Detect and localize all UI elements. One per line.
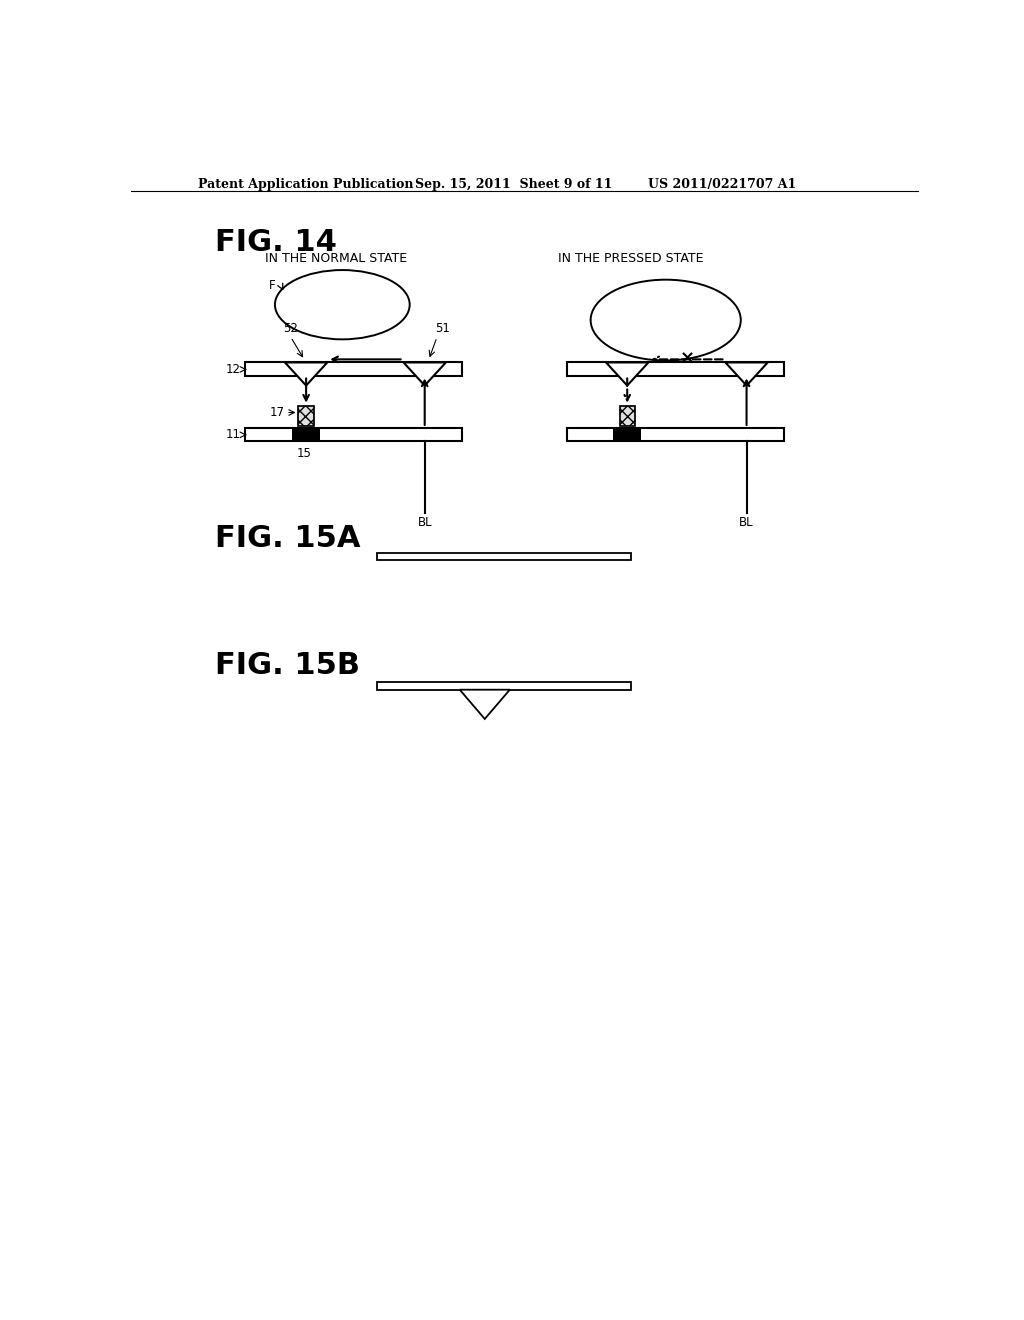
Bar (292, 428, 319, 441)
Text: F: F (268, 279, 275, 292)
Text: FIG. 14: FIG. 14 (215, 227, 337, 256)
Text: Patent Application Publication: Patent Application Publication (199, 178, 414, 190)
Text: IN THE PRESSED STATE: IN THE PRESSED STATE (558, 252, 703, 265)
Bar (567, 363, 783, 376)
Text: 15: 15 (296, 447, 311, 461)
Bar (245, 363, 462, 376)
Text: BL: BL (418, 516, 432, 529)
Bar (567, 428, 783, 441)
Bar (298, 407, 313, 426)
Polygon shape (403, 363, 445, 385)
Text: 12: 12 (225, 363, 241, 376)
Bar (377, 553, 631, 561)
Text: Sep. 15, 2011  Sheet 9 of 11: Sep. 15, 2011 Sheet 9 of 11 (416, 178, 612, 190)
Bar (298, 407, 313, 426)
Polygon shape (285, 363, 328, 385)
Bar (620, 407, 635, 426)
Text: IN THE NORMAL STATE: IN THE NORMAL STATE (265, 252, 408, 265)
Bar (377, 682, 631, 689)
Text: 11: 11 (225, 428, 241, 441)
Text: 17: 17 (269, 407, 285, 418)
Bar (245, 428, 462, 441)
Text: FIG. 15B: FIG. 15B (215, 651, 360, 680)
Bar (613, 428, 641, 441)
Text: FIG. 15A: FIG. 15A (215, 524, 360, 553)
Bar (620, 407, 635, 426)
Text: 52: 52 (284, 322, 298, 335)
Polygon shape (606, 363, 648, 385)
Polygon shape (725, 363, 768, 385)
Text: ×: × (679, 350, 694, 367)
Text: US 2011/0221707 A1: US 2011/0221707 A1 (648, 178, 797, 190)
Text: BL: BL (739, 516, 754, 529)
Text: 51: 51 (435, 322, 451, 335)
Polygon shape (460, 689, 510, 719)
